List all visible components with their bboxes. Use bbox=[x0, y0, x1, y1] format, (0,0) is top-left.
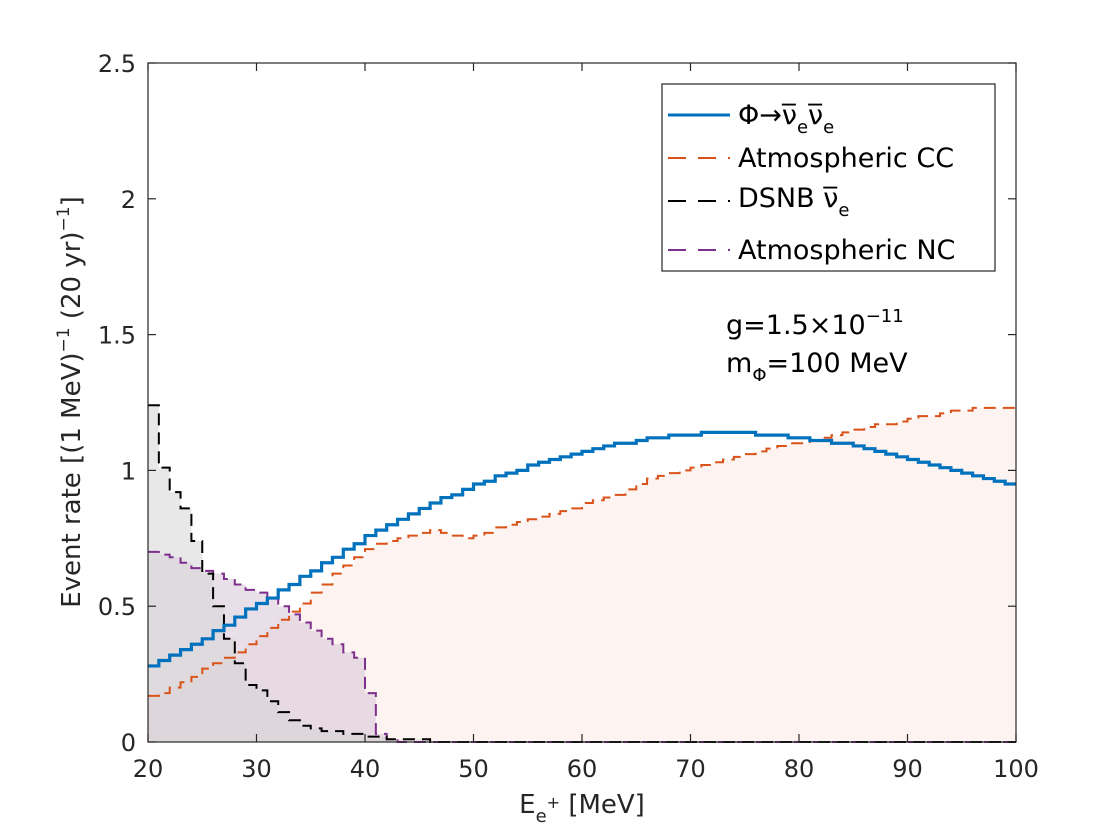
dsnb-fill bbox=[148, 405, 1016, 742]
atmospheric-nc-fill bbox=[148, 551, 1016, 742]
y-tick-label: 1 bbox=[121, 457, 136, 485]
axis-ticks: 20 30 40 50 60 70 80 90 100 0 0.5 1 1.5 2 2.5 bbox=[98, 50, 1039, 783]
y-axis-label: Event rate [(1 MeV)−1 (20 yr)−1] bbox=[54, 196, 87, 608]
x-tick-label: 80 bbox=[784, 755, 815, 783]
y-tick-label: 0 bbox=[121, 729, 136, 757]
legend-label-dsnb: DSNB ν̅e bbox=[738, 183, 849, 221]
legend-label-signal: Φ→ν̅eν̅e bbox=[738, 100, 834, 138]
x-tick-label: 70 bbox=[675, 755, 706, 783]
legend-label-atmospheric-cc: Atmospheric CC bbox=[738, 143, 954, 174]
x-axis-label: Ee+ [MeV] bbox=[519, 790, 645, 827]
area-fills bbox=[148, 405, 1016, 742]
dsnb-line bbox=[148, 404, 1016, 743]
x-tick-label: 100 bbox=[993, 755, 1039, 783]
signal-line bbox=[148, 430, 1016, 668]
y-tick-label: 2.5 bbox=[98, 50, 136, 78]
annotation-coupling: g=1.5×10−11 bbox=[726, 306, 904, 341]
y-tick-label: 0.5 bbox=[98, 593, 136, 621]
y-tick-label: 1.5 bbox=[98, 322, 136, 350]
x-tick-label: 60 bbox=[567, 755, 598, 783]
annotation-mass: mΦ=100 MeV bbox=[726, 348, 908, 386]
x-tick-label: 40 bbox=[350, 755, 381, 783]
legend: Φ→ν̅eν̅e Atmospheric CC DSNB ν̅e Atmosph… bbox=[661, 83, 996, 272]
x-tick-label: 30 bbox=[241, 755, 272, 783]
x-tick-label: 20 bbox=[133, 755, 164, 783]
x-tick-label: 90 bbox=[892, 755, 923, 783]
atmospheric-cc-line bbox=[148, 406, 1016, 697]
legend-label-atmospheric-nc: Atmospheric NC bbox=[738, 235, 955, 266]
y-tick-label: 2 bbox=[121, 186, 136, 214]
x-tick-label: 50 bbox=[458, 755, 489, 783]
